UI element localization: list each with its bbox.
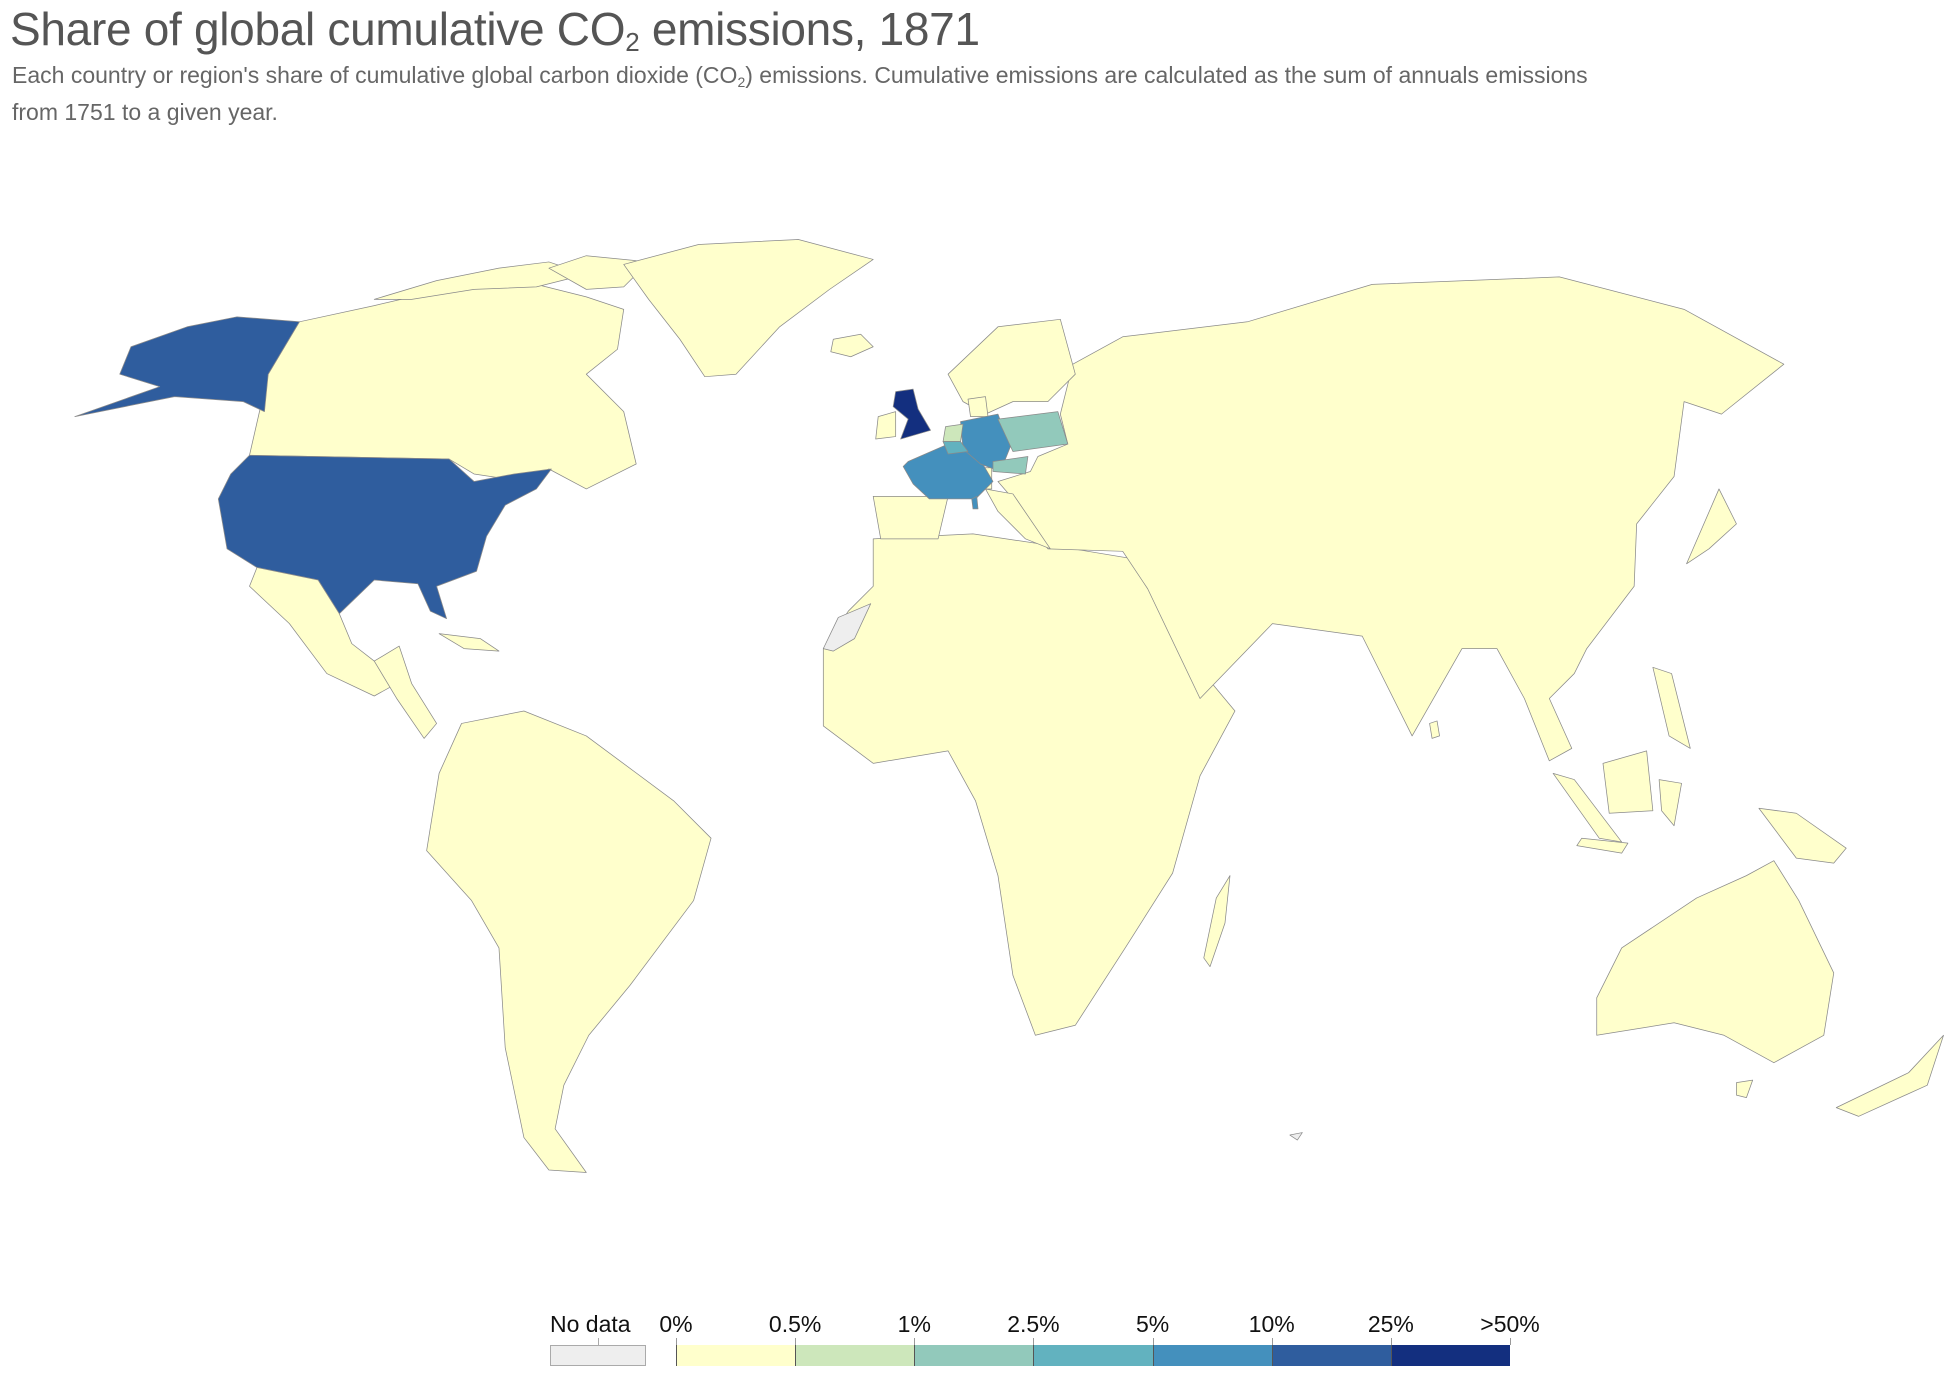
country-western-sahara [822,603,872,652]
legend-tick [1033,1338,1035,1345]
south-america[interactable] [426,710,712,1173]
legend-tick-label: 5% [1135,1311,1170,1337]
island-new-guinea[interactable] [1758,807,1847,864]
island-south-georgia [1289,1132,1303,1141]
legend-tick-label: 2.5% [1007,1311,1060,1337]
legend-no-data-tick [598,1338,599,1345]
legend-no-data-swatch[interactable] [550,1345,646,1366]
legend-bin-swatch[interactable] [1390,1345,1510,1366]
country-greenland[interactable] [623,239,874,378]
country-netherlands[interactable] [942,423,964,442]
country-denmark[interactable] [967,396,989,417]
legend-tick [1152,1338,1154,1345]
subtitle-text: Each country or region's share of cumula… [12,62,738,88]
country-madagascar[interactable] [1203,875,1231,968]
legend-tick-label: 0.5% [768,1311,822,1337]
country-new-zealand[interactable] [1835,1034,1944,1117]
subtitle-line-2: from 1751 to a given year. [12,99,278,125]
legend-no-data-label: No data [550,1311,631,1337]
title-text: Share of global cumulative CO [10,3,626,55]
chart-subtitle: Each country or region's share of cumula… [12,60,1588,127]
legend-tick [1390,1338,1392,1345]
country-poland[interactable] [997,411,1069,452]
country-australia[interactable] [1596,860,1835,1064]
country-belgium[interactable] [942,441,969,455]
country-tasmania[interactable] [1736,1079,1754,1099]
country-cuba[interactable] [438,633,500,652]
island-borneo[interactable] [1602,750,1654,814]
country-united-kingdom[interactable] [892,388,931,440]
legend-tick-label: 1% [897,1311,931,1337]
island-philippines[interactable] [1652,666,1691,749]
legend-tick-label: >50% [1480,1311,1540,1337]
subtitle-text-end: ) emissions. Cumulative emissions are ca… [745,62,1588,88]
country-central-america[interactable] [373,645,437,739]
country-japan[interactable] [1686,488,1737,565]
legend-tick [914,1338,916,1345]
legend-tick [1271,1338,1273,1345]
country-united-states[interactable] [217,454,552,620]
country-ireland[interactable] [875,411,897,440]
country-alaska-usa[interactable] [74,316,300,417]
island-sulawesi[interactable] [1658,779,1682,827]
title-subscript: 2 [625,27,640,57]
island-sumatra[interactable] [1552,772,1623,843]
legend-bin-swatch[interactable] [795,1345,915,1366]
title-text-end: emissions, 1871 [639,3,980,55]
country-corsica[interactable] [971,496,979,510]
island-java[interactable] [1576,837,1629,854]
legend-tick [795,1338,797,1345]
subtitle-subscript: 2 [737,74,746,90]
legend-tick [1510,1338,1511,1345]
legend-tick-label: 10% [1248,1311,1295,1337]
country-iberia[interactable] [872,496,949,540]
legend-bin-swatch[interactable] [1152,1345,1272,1366]
country-austria[interactable] [992,456,1029,475]
legend-tick-label: 25% [1367,1311,1414,1337]
legend-bin-swatch[interactable] [914,1345,1034,1366]
chart-title: Share of global cumulative CO2 emissions… [10,2,980,58]
country-sri-lanka[interactable] [1429,720,1440,739]
legend-bin-swatch[interactable] [1271,1345,1391,1366]
scandinavia[interactable] [947,318,1076,415]
country-iceland[interactable] [830,333,874,358]
legend-tick [676,1338,677,1345]
legend-bin-swatch[interactable] [676,1345,796,1366]
country-italy[interactable] [985,488,1051,550]
legend-bin-swatch[interactable] [1033,1345,1153,1366]
legend-tick-label: 0% [659,1311,693,1337]
